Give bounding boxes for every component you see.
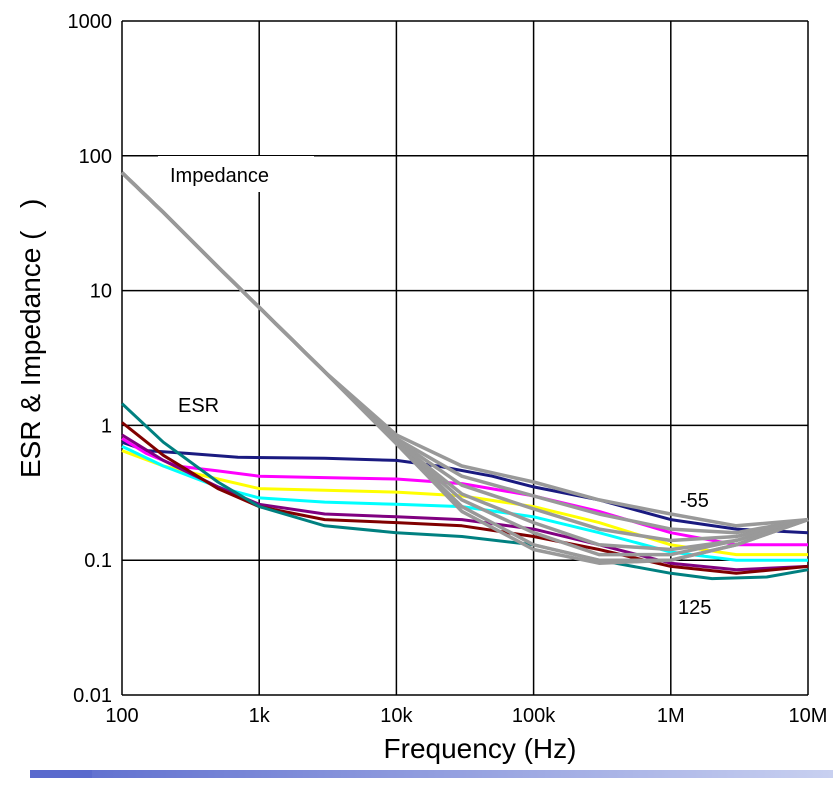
y-tick-label: 0.1 [84,550,112,572]
x-tick-label: 1M [657,705,685,727]
y-axis-title: ESR & Impedance ( ) [15,199,46,478]
esr-line [120,402,809,581]
impedance-line [120,171,809,565]
esr-line [121,421,809,575]
x-axis-title: Frequency (Hz) [384,733,577,764]
y-tick-label: 10 [90,281,112,303]
esr-line [121,440,809,535]
x-tick-labels: 100 1k 10k 100k 1M 10M [105,705,827,727]
x-tick-label: 10k [380,705,413,727]
x-tick-label: 100k [512,705,556,727]
slide-footer-bar-accent [30,770,92,778]
x-tick-label: 1k [249,705,271,727]
y-tick-label: 0.01 [73,685,112,707]
y-tick-label: 1 [101,415,112,437]
high-temp-annotation: 125 [678,597,711,619]
esr-annotation: ESR [178,395,219,417]
low-temp-annotation: -55 [680,490,709,512]
y-tick-labels: 0.01 0.1 1 10 100 1000 [68,11,113,707]
grid-lines [121,20,809,696]
y-tick-label: 1000 [68,11,113,33]
impedance-series-group [120,171,809,565]
y-axis-title-main: ESR & Impedance ( [15,230,46,478]
impedance-annotation: Impedance [170,165,269,187]
x-tick-label: 10M [789,705,828,727]
impedance-label-background [158,156,314,192]
y-tick-label: 100 [79,146,112,168]
y-axis-title-close: ) [15,199,46,208]
plot-background [122,21,808,695]
slide-footer-bar [30,770,833,778]
x-tick-label: 100 [105,705,138,727]
